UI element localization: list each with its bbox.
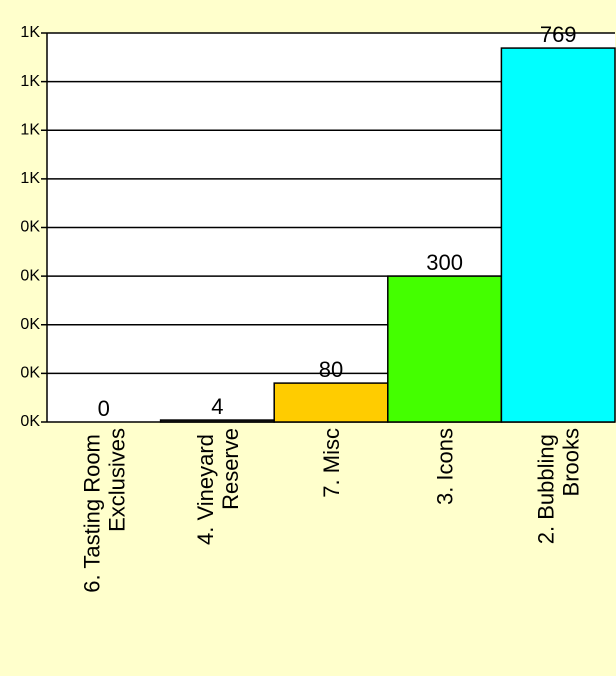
bar (273, 382, 389, 423)
y-tick-label: 1K (20, 24, 40, 41)
x-tick-label: 3. Icons (433, 428, 458, 505)
value-label: 300 (426, 250, 463, 275)
bar (159, 419, 275, 423)
bar (387, 275, 503, 423)
y-tick-label: 0K (20, 316, 40, 333)
value-label: 769 (540, 22, 577, 47)
y-tick-label: 0K (20, 267, 40, 284)
y-tick-label: 1K (20, 73, 40, 90)
x-tick-label: 2. Bubbling Brooks (534, 428, 584, 544)
value-label: 4 (211, 394, 223, 419)
value-label: 0 (98, 396, 110, 421)
y-tick-label: 0K (20, 365, 40, 382)
y-tick-label: 0K (20, 413, 40, 430)
y-tick-label: 1K (20, 170, 40, 187)
bar (500, 47, 616, 423)
value-label: 80 (319, 357, 343, 382)
x-tick-label: 4. Vineyard Reserve (193, 428, 243, 545)
x-tick-label: 6. Tasting Room Exclusives (79, 428, 129, 593)
x-tick-label: 7. Misc (319, 428, 344, 498)
y-tick-label: 0K (20, 219, 40, 236)
y-tick-label: 1K (20, 121, 40, 138)
